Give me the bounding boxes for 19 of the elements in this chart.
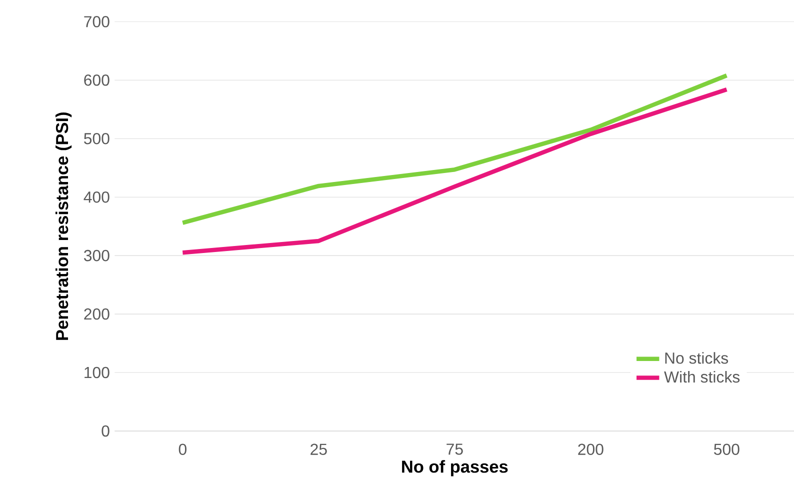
x-tick-label: 75 bbox=[446, 444, 463, 455]
y-tick-label: 0 bbox=[102, 425, 110, 437]
legend-label: With sticks bbox=[664, 370, 740, 383]
y-tick-label: 600 bbox=[84, 74, 110, 86]
y-tick-label: 500 bbox=[84, 132, 110, 144]
x-tick-label: 200 bbox=[578, 444, 604, 455]
x-tick-label: 0 bbox=[178, 444, 186, 455]
x-axis-title: No of passes bbox=[402, 460, 508, 476]
y-tick-label: 200 bbox=[84, 308, 110, 320]
y-axis-title: Penetration resistance (PSI) bbox=[55, 112, 72, 340]
y-tick-label: 400 bbox=[84, 191, 110, 203]
x-tick-label: 25 bbox=[310, 444, 327, 455]
line-series bbox=[180, 87, 729, 255]
y-tick-label: 300 bbox=[84, 250, 110, 262]
y-tick-label: 100 bbox=[84, 366, 110, 378]
legend-label: No sticks bbox=[665, 352, 728, 364]
x-tick-label: 500 bbox=[714, 444, 740, 455]
line-series bbox=[180, 73, 729, 225]
y-tick-label: 700 bbox=[84, 16, 110, 28]
